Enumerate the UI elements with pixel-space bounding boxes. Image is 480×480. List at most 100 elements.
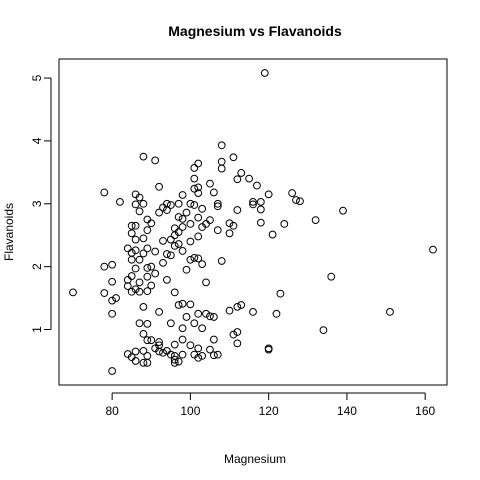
data-point — [186, 300, 195, 309]
plot-frame — [58, 58, 448, 386]
data-point — [170, 358, 179, 367]
data-point — [339, 206, 347, 215]
data-point — [217, 164, 226, 173]
data-point — [253, 181, 261, 190]
data-point — [170, 224, 179, 233]
data-point — [155, 338, 163, 346]
data-point — [186, 341, 195, 350]
data-point — [127, 229, 136, 238]
data-point — [69, 288, 77, 297]
data-point — [194, 232, 203, 241]
data-point — [131, 200, 140, 209]
data-point — [213, 350, 222, 359]
data-point — [163, 206, 171, 214]
data-point — [123, 275, 132, 284]
data-point — [123, 282, 132, 291]
data-point — [194, 189, 203, 197]
data-point — [225, 306, 234, 315]
data-point — [151, 247, 160, 256]
data-point — [143, 226, 152, 235]
data-point — [108, 309, 117, 318]
data-point — [206, 216, 214, 225]
y-tick-label: 1 — [30, 326, 44, 333]
x-ticks: 80 100 120 140 160 — [105, 393, 436, 418]
data-point — [186, 219, 195, 228]
data-point — [159, 236, 167, 245]
data-point — [268, 230, 277, 239]
data-point — [249, 197, 257, 206]
y-ticks: 1 2 3 4 5 — [30, 74, 51, 333]
data-point — [131, 221, 140, 230]
data-point — [209, 188, 218, 197]
data-point — [131, 246, 140, 255]
x-tick-label: 80 — [105, 404, 119, 418]
data-point — [131, 264, 140, 273]
data-point — [229, 330, 238, 339]
data-point — [147, 336, 156, 345]
data-point — [190, 253, 199, 262]
data-point — [174, 199, 183, 208]
data-point — [276, 289, 285, 298]
data-point — [233, 175, 242, 184]
data-point — [194, 353, 203, 362]
data-point — [108, 367, 117, 375]
data-point — [292, 196, 300, 204]
data-point — [108, 260, 117, 269]
chart-title: Magnesium vs Flavanoids — [168, 23, 342, 39]
data-point — [209, 313, 218, 321]
data-point — [190, 164, 199, 172]
data-point — [159, 258, 167, 267]
data-point — [147, 262, 156, 271]
data-point — [135, 255, 144, 264]
data-point — [280, 219, 289, 228]
data-point — [100, 289, 109, 297]
data-point — [288, 189, 297, 197]
data-point — [163, 250, 171, 258]
data-point — [194, 159, 203, 168]
data-point — [190, 184, 199, 193]
data-point — [127, 287, 136, 296]
data-point — [155, 208, 163, 217]
data-point — [198, 204, 207, 213]
data-point — [249, 308, 257, 316]
data-point — [166, 251, 175, 260]
data-point — [194, 213, 203, 222]
data-point — [182, 265, 191, 274]
data-point — [198, 352, 207, 360]
data-point — [135, 207, 144, 216]
data-point — [166, 235, 175, 244]
data-point — [143, 358, 152, 367]
data-point — [194, 183, 203, 192]
data-point — [186, 237, 195, 246]
data-point — [233, 206, 242, 214]
data-point — [143, 319, 152, 328]
data-point — [217, 257, 226, 265]
data-point — [166, 350, 175, 359]
data-point — [217, 141, 226, 150]
data-point — [209, 335, 218, 344]
data-point — [237, 301, 246, 309]
data-point — [143, 263, 152, 272]
data-point — [170, 288, 179, 297]
data-point — [166, 319, 175, 328]
data-point — [245, 174, 253, 183]
data-point — [170, 241, 179, 250]
data-point — [229, 153, 238, 162]
data-point — [174, 228, 183, 236]
data-point — [209, 351, 218, 360]
data-point — [225, 219, 234, 228]
data-point — [139, 302, 148, 311]
y-tick-label: 3 — [30, 200, 44, 207]
data-point — [178, 247, 187, 255]
data-point — [147, 281, 156, 290]
data-point — [135, 193, 144, 202]
x-tick-label: 100 — [180, 404, 200, 418]
data-point — [206, 179, 214, 188]
data-point — [139, 152, 148, 161]
data-point — [127, 272, 136, 280]
data-point — [194, 254, 203, 263]
data-point — [100, 262, 109, 271]
data-point — [163, 199, 171, 208]
y-tick-label: 2 — [30, 263, 44, 270]
data-point — [178, 324, 187, 333]
